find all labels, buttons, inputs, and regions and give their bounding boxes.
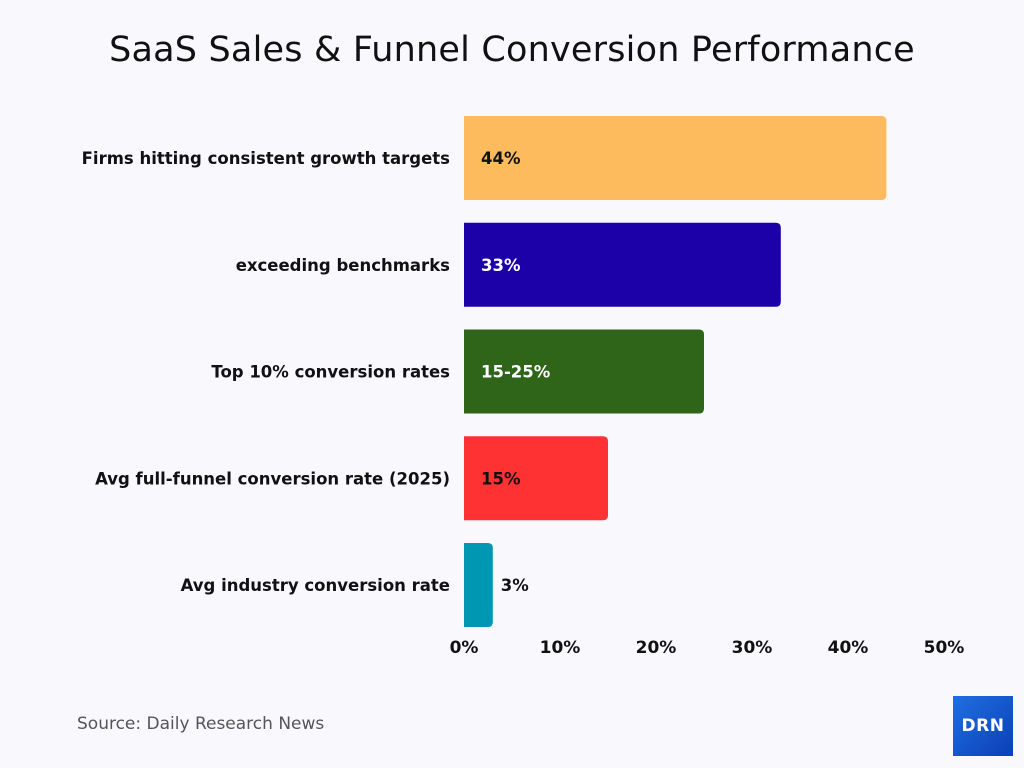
x-tick-label: 50% xyxy=(924,638,965,658)
bar xyxy=(464,329,704,414)
data-label: 15% xyxy=(481,469,521,488)
category-label: Avg full-funnel conversion rate (2025) xyxy=(95,469,450,488)
bar xyxy=(464,436,608,521)
x-tick-label: 40% xyxy=(828,638,869,658)
data-label: 44% xyxy=(481,149,521,168)
x-tick-label: 0% xyxy=(450,638,479,658)
drn-logo: DRN xyxy=(953,696,1013,756)
source-note: Source: Daily Research News xyxy=(77,714,325,734)
x-tick-label: 10% xyxy=(540,638,581,658)
data-label: 15-25% xyxy=(481,363,551,382)
data-label: 3% xyxy=(501,576,529,595)
category-label: Avg industry conversion rate xyxy=(181,576,450,595)
category-label: Top 10% conversion rates xyxy=(211,363,450,382)
chart-title: SaaS Sales & Funnel Conversion Performan… xyxy=(109,30,915,70)
x-tick-label: 20% xyxy=(636,638,677,658)
bar xyxy=(464,116,887,200)
category-label: exceeding benchmarks xyxy=(236,256,450,275)
bar xyxy=(464,222,781,307)
bar xyxy=(464,543,493,627)
x-tick-label: 30% xyxy=(732,638,773,658)
data-label: 33% xyxy=(481,256,521,275)
category-label: Firms hitting consistent growth targets xyxy=(82,149,451,168)
